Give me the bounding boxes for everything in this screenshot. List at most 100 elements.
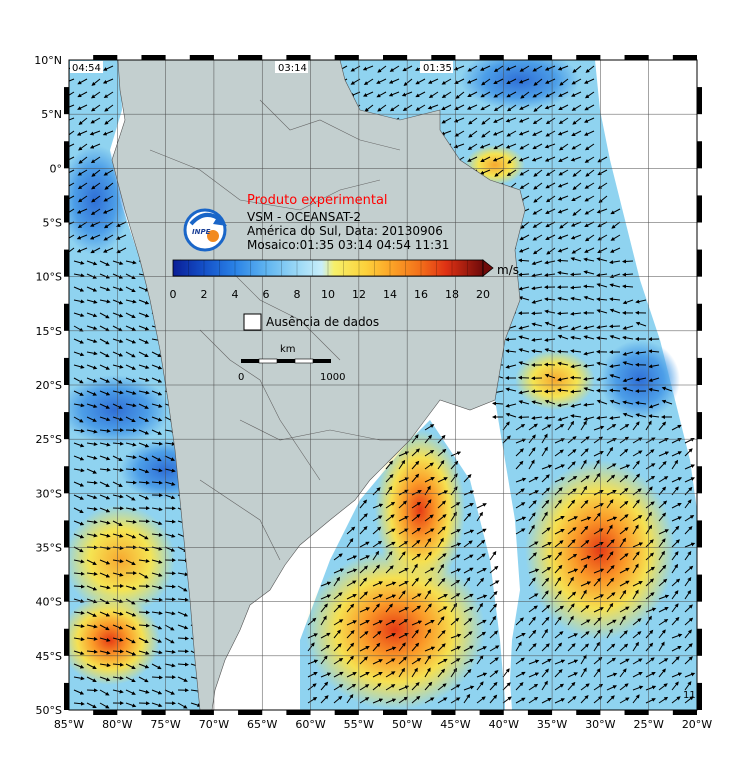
wind-arrow [515, 477, 527, 483]
wind-arrow [125, 624, 137, 630]
wind-arrow [489, 580, 500, 587]
wind-arrow [606, 672, 618, 678]
wind-arrow [648, 377, 660, 383]
wind-arrow [597, 221, 608, 228]
wind-arrow [86, 480, 98, 485]
wind-arrow [645, 539, 654, 548]
wind-arrow [78, 117, 88, 126]
wind-arrow [533, 78, 543, 86]
wind-arrow [567, 476, 578, 483]
wind-arrow [567, 672, 579, 678]
lat-label: 10°N [34, 54, 62, 67]
wind-arrow [584, 208, 595, 215]
scale-end: 1000 [320, 372, 345, 383]
wind-arrow [531, 260, 543, 266]
wind-arrow [177, 572, 189, 577]
wind-arrow [467, 65, 478, 72]
wind-arrow [580, 459, 587, 470]
wind-arrow [138, 480, 150, 485]
wind-arrow [492, 156, 504, 162]
wind-arrow [597, 169, 608, 176]
wind-arrow [671, 486, 679, 496]
wind-arrow [463, 576, 471, 587]
wind-arrow [90, 208, 101, 216]
wind-arrow [528, 459, 535, 470]
wind-arrow [112, 689, 124, 694]
wind-arrow [597, 247, 608, 253]
wind-arrow [437, 629, 446, 639]
wind-arrow [632, 450, 643, 457]
wind-arrow [125, 507, 137, 512]
wind-arrow [597, 234, 608, 241]
wind-arrow [73, 273, 85, 278]
wind-arrow [164, 468, 176, 473]
wind-arrow [346, 672, 357, 678]
wind-arrow [645, 449, 655, 457]
wind-arrow [515, 641, 522, 652]
colorbar-tick: 16 [414, 288, 428, 301]
wind-arrow [518, 335, 530, 340]
wind-arrow [125, 312, 136, 318]
wind-arrow [177, 676, 188, 682]
wind-arrow [411, 563, 418, 574]
wind-arrow [86, 403, 98, 409]
wind-arrow [411, 629, 419, 639]
wind-arrow [359, 513, 368, 522]
wind-arrow [593, 451, 604, 457]
wind-arrow [463, 645, 474, 652]
wind-arrow [125, 663, 136, 669]
wind-arrow [494, 169, 504, 177]
wind-arrow [454, 130, 465, 137]
wind-arrow [125, 467, 137, 472]
wind-arrow [506, 169, 517, 177]
wind-arrow [403, 78, 413, 87]
wind-arrow [622, 335, 634, 340]
wind-arrow [645, 642, 654, 652]
wind-arrow [138, 637, 149, 643]
wind-arrow [528, 605, 538, 613]
wind-arrow [606, 657, 617, 665]
wind-arrow [528, 616, 536, 626]
wind-arrow [619, 580, 630, 587]
wind-arrow [658, 486, 667, 496]
wind-arrow [76, 247, 88, 253]
scale-label: km [280, 344, 296, 355]
title-line-2: América do Sul, Data: 20130906 [247, 224, 443, 238]
wind-arrow [69, 182, 75, 187]
wind-arrow [454, 104, 465, 111]
wind-arrow [476, 511, 483, 522]
wind-arrow [606, 489, 617, 496]
wind-arrow [648, 403, 660, 409]
wind-arrow [580, 436, 590, 444]
wind-arrow [584, 195, 595, 202]
wind-arrow [411, 473, 420, 483]
wind-arrow [99, 299, 111, 304]
wind-arrow [544, 321, 556, 327]
wind-arrow [125, 416, 136, 423]
wind-arrow [557, 361, 569, 366]
lat-label: 35°S [36, 542, 62, 555]
wind-arrow [580, 604, 590, 613]
wind-arrow [505, 337, 517, 342]
wind-arrow [398, 581, 409, 587]
wind-arrow [73, 325, 84, 332]
wind-arrow [479, 169, 491, 175]
wind-arrow [437, 643, 446, 652]
wind-arrow [73, 299, 85, 304]
wind-arrow [138, 598, 150, 603]
wind-arrow [377, 65, 387, 73]
wind-arrow [453, 117, 465, 123]
wind-arrow [385, 485, 393, 496]
wind-arrow [671, 451, 683, 457]
wind-arrow [359, 630, 369, 639]
wind-arrow [112, 364, 124, 369]
wind-arrow [164, 689, 176, 695]
wind-arrow [658, 451, 670, 457]
wind-arrow [138, 689, 150, 694]
wind-arrow [572, 182, 582, 191]
wind-arrow [545, 130, 556, 137]
wind-arrow [86, 559, 97, 565]
wind-arrow [554, 487, 563, 496]
wind-arrow [104, 182, 114, 190]
wind-arrow [91, 195, 101, 203]
